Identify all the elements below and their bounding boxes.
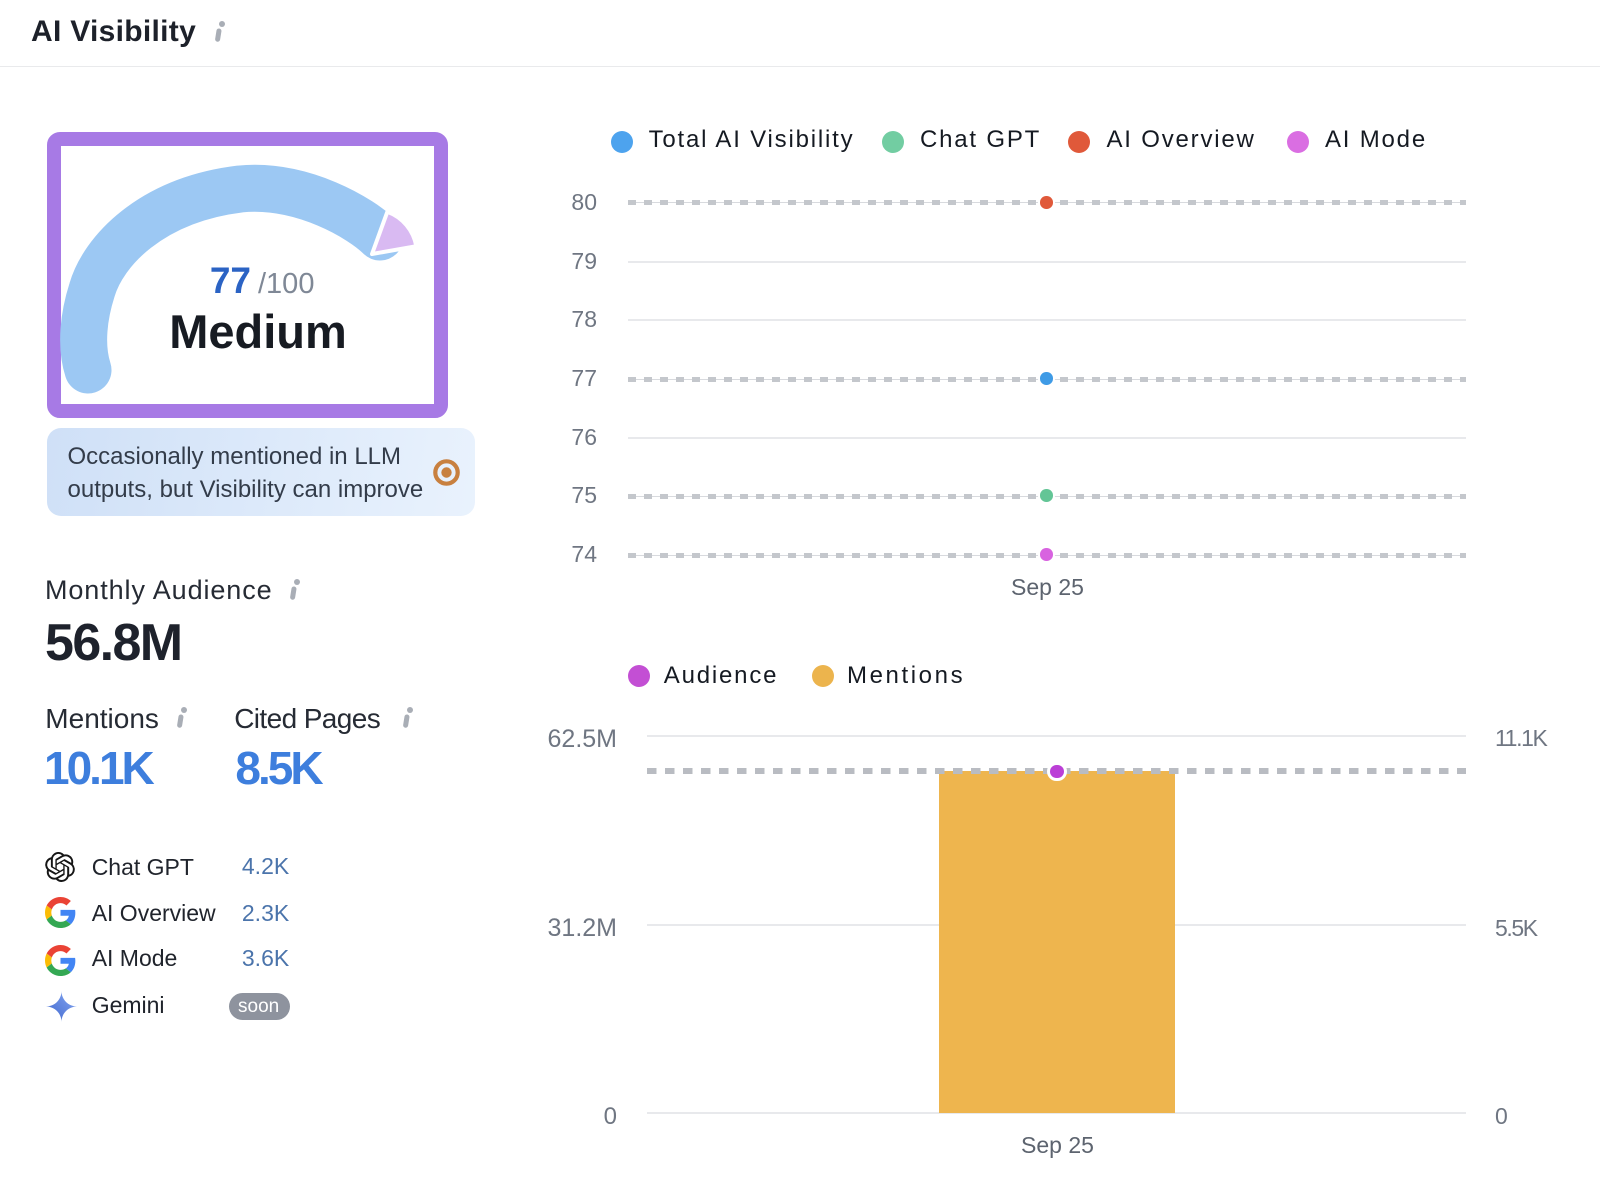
svg-text:77: 77 <box>210 260 251 301</box>
svg-text:Medium: Medium <box>169 305 347 358</box>
svg-text:/100: /100 <box>258 268 314 300</box>
